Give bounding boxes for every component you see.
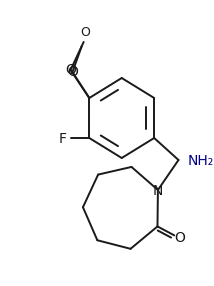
- Text: O: O: [81, 27, 91, 39]
- Text: O: O: [65, 63, 76, 77]
- Text: F: F: [59, 132, 67, 146]
- Text: NH₂: NH₂: [188, 154, 214, 168]
- Text: O: O: [67, 65, 78, 79]
- Text: O: O: [175, 231, 186, 245]
- Text: N: N: [153, 184, 163, 198]
